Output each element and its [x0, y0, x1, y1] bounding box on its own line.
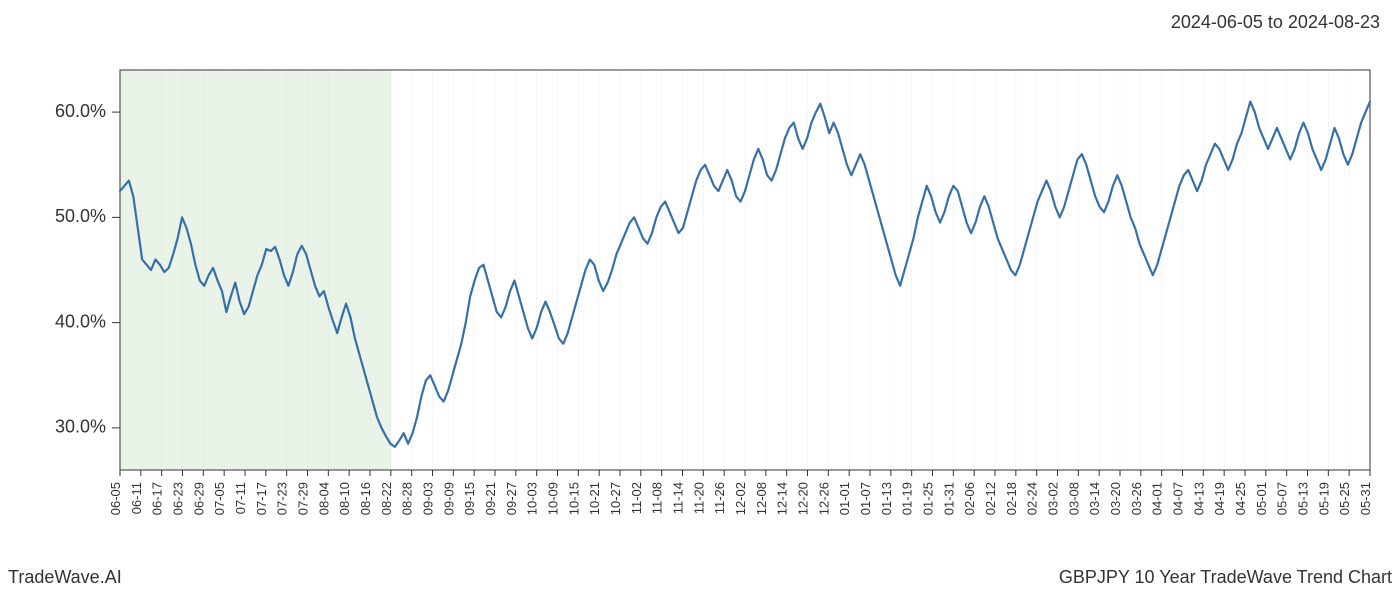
line-chart: 30.0% 40.0% 50.0% 60.0% 06-05 06-11 06-17 06-23…	[0, 50, 1400, 550]
x-tick-label: 09-27	[504, 482, 519, 515]
x-tick-label: 08-22	[379, 482, 394, 515]
x-tick-label: 06-05	[108, 482, 123, 515]
x-tick-label: 05-31	[1358, 482, 1373, 515]
x-tick-label: 02-12	[983, 482, 998, 515]
x-tick-label: 03-20	[1108, 482, 1123, 515]
x-tick-label: 03-26	[1129, 482, 1144, 515]
x-tick-label: 05-01	[1254, 482, 1269, 515]
x-ticks: 06-05 06-11 06-17 06-23 06-29 07-05 07-11 07-17…	[108, 470, 1373, 515]
x-tick-label: 06-17	[150, 482, 165, 515]
x-tick-label: 06-11	[129, 482, 144, 514]
x-tick-label: 08-10	[337, 482, 352, 515]
x-tick-label: 01-25	[921, 482, 936, 515]
x-tick-label: 09-03	[421, 482, 436, 515]
x-tick-label: 09-09	[441, 482, 456, 515]
grid	[120, 70, 1370, 470]
x-tick-label: 05-13	[1296, 482, 1311, 515]
x-tick-label: 05-19	[1316, 482, 1331, 515]
x-tick-label: 07-29	[296, 482, 311, 515]
x-tick-label: 11-14	[671, 482, 686, 514]
x-tick-label: 07-05	[212, 482, 227, 515]
x-tick-label: 11-20	[691, 482, 706, 514]
x-tick-label: 01-31	[941, 482, 956, 515]
x-tick-label: 10-21	[587, 482, 602, 515]
x-tick-label: 04-25	[1233, 482, 1248, 515]
x-tick-label: 08-16	[358, 482, 373, 515]
x-tick-label: 10-09	[546, 482, 561, 515]
x-tick-label: 02-06	[962, 482, 977, 515]
x-tick-label: 10-27	[608, 482, 623, 515]
x-tick-label: 10-03	[525, 482, 540, 515]
x-tick-label: 08-04	[316, 482, 331, 515]
x-tick-label: 04-13	[1191, 482, 1206, 515]
chart-area: 30.0% 40.0% 50.0% 60.0% 06-05 06-11 06-17 06-23…	[0, 50, 1400, 550]
x-tick-label: 11-02	[629, 482, 644, 514]
x-tick-label: 04-01	[1150, 482, 1165, 515]
x-tick-label: 06-29	[191, 482, 206, 515]
x-tick-label: 07-11	[233, 482, 248, 514]
x-tick-label: 12-02	[733, 482, 748, 515]
chart-title: GBPJPY 10 Year TradeWave Trend Chart	[1059, 567, 1392, 588]
x-tick-label: 10-15	[566, 482, 581, 515]
highlight-band	[120, 70, 391, 470]
x-tick-label: 12-14	[775, 482, 790, 515]
x-tick-label: 01-01	[837, 482, 852, 515]
y-tick-label: 30.0%	[55, 417, 106, 437]
x-tick-label: 12-08	[754, 482, 769, 515]
x-tick-label: 01-19	[900, 482, 915, 515]
x-tick-label: 03-02	[1046, 482, 1061, 515]
x-tick-label: 02-24	[1025, 482, 1040, 515]
x-tick-label: 11-08	[650, 482, 665, 514]
x-tick-label: 04-07	[1171, 482, 1186, 515]
x-tick-label: 11-26	[712, 482, 727, 514]
x-tick-label: 01-13	[879, 482, 894, 515]
brand-label: TradeWave.AI	[8, 567, 122, 588]
y-tick-label: 40.0%	[55, 311, 106, 331]
y-tick-label: 60.0%	[55, 101, 106, 121]
x-tick-label: 12-20	[796, 482, 811, 515]
x-tick-label: 12-26	[816, 482, 831, 515]
x-tick-label: 09-15	[462, 482, 477, 515]
x-tick-label: 03-08	[1066, 482, 1081, 515]
x-tick-label: 01-07	[858, 482, 873, 515]
x-tick-label: 03-14	[1087, 482, 1102, 515]
x-tick-label: 07-17	[254, 482, 269, 515]
x-tick-label: 08-28	[400, 482, 415, 515]
x-tick-label: 05-07	[1275, 482, 1290, 515]
date-range-label: 2024-06-05 to 2024-08-23	[1171, 12, 1380, 33]
x-tick-label: 04-19	[1212, 482, 1227, 515]
y-tick-label: 50.0%	[55, 206, 106, 226]
x-tick-label: 05-25	[1337, 482, 1352, 515]
x-tick-label: 09-21	[483, 482, 498, 515]
x-tick-label: 06-23	[171, 482, 186, 515]
x-tick-label: 07-23	[275, 482, 290, 515]
x-tick-label: 02-18	[1004, 482, 1019, 515]
